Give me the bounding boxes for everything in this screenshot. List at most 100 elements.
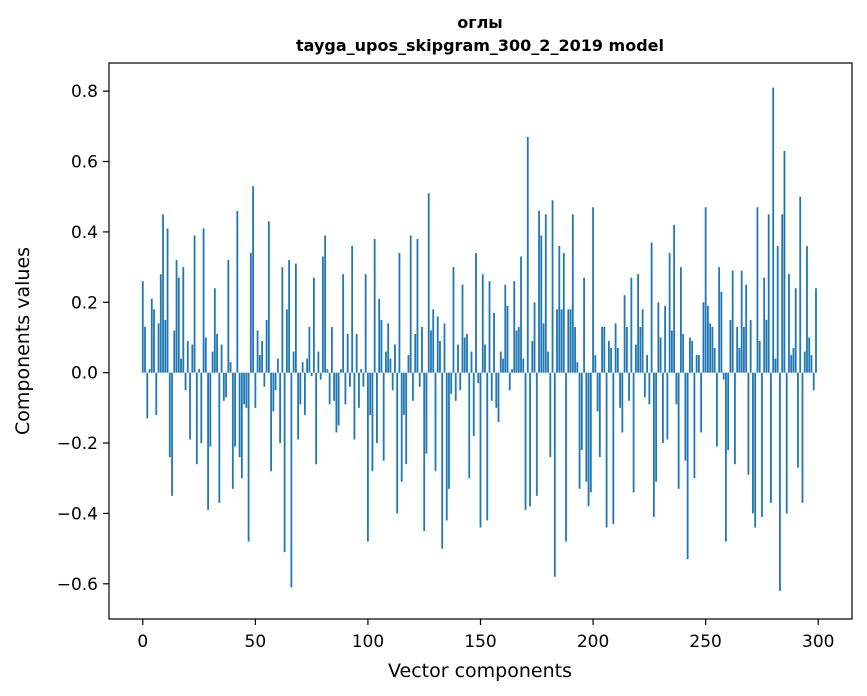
bar — [725, 372, 727, 542]
bar — [238, 372, 241, 458]
bar — [265, 319, 268, 373]
bar — [412, 372, 414, 401]
bar — [405, 372, 408, 465]
bar — [486, 372, 489, 521]
bar — [466, 333, 468, 373]
bar — [360, 369, 363, 373]
bar — [637, 274, 640, 373]
bar — [414, 333, 417, 373]
bar — [263, 372, 266, 387]
bar — [526, 136, 529, 373]
bar — [382, 372, 385, 461]
bar — [677, 372, 680, 489]
bar — [700, 372, 703, 433]
bar — [310, 372, 313, 377]
bar — [351, 245, 354, 373]
bar — [601, 326, 603, 373]
bar — [461, 284, 464, 373]
bar — [184, 372, 187, 391]
bar — [686, 372, 689, 560]
y-tick-label: −0.4 — [57, 504, 98, 524]
bar — [484, 344, 486, 373]
bar — [369, 372, 372, 415]
bar — [306, 358, 309, 373]
bar — [596, 372, 599, 412]
bars-group — [141, 87, 817, 591]
bar — [612, 372, 615, 524]
bar — [806, 245, 808, 373]
bar — [673, 224, 676, 373]
x-tick-label: 150 — [464, 632, 496, 652]
bar — [290, 372, 293, 588]
bar — [229, 362, 232, 373]
bar — [670, 330, 673, 373]
bar — [324, 235, 327, 373]
bar — [621, 372, 624, 433]
bar — [353, 372, 356, 440]
bar — [731, 270, 734, 373]
bar — [598, 372, 601, 458]
bar — [454, 372, 457, 401]
bar — [272, 372, 275, 412]
bar — [718, 267, 721, 373]
bar — [792, 348, 795, 373]
bar — [585, 372, 588, 482]
bar — [439, 341, 441, 373]
bar — [758, 341, 761, 373]
bar — [166, 228, 169, 373]
bar — [177, 277, 180, 373]
bar — [342, 274, 345, 373]
bar — [479, 372, 482, 528]
bar — [738, 348, 741, 373]
bar — [646, 355, 649, 373]
bar — [576, 362, 579, 373]
bar — [380, 319, 383, 373]
bar — [594, 355, 597, 373]
bar — [770, 372, 772, 503]
bar — [655, 372, 658, 482]
bar — [281, 267, 284, 373]
x-axis-ticks: 0 50 100 150 200 250 300 — [137, 619, 834, 652]
bar — [216, 333, 218, 373]
bar — [675, 372, 678, 405]
bar — [425, 372, 428, 454]
bar — [628, 372, 630, 401]
bar — [779, 372, 781, 591]
bar — [616, 348, 619, 373]
bar — [220, 344, 223, 373]
bar — [767, 214, 770, 373]
bar — [362, 372, 365, 387]
bar — [222, 372, 225, 401]
bar — [799, 196, 802, 373]
bar — [580, 372, 583, 451]
bar — [328, 372, 331, 405]
bar — [567, 309, 570, 373]
y-axis-label: Components values — [12, 247, 34, 435]
bar — [159, 274, 162, 373]
bar — [643, 372, 646, 398]
chart-title: оглы — [457, 13, 503, 32]
bar — [747, 372, 750, 475]
bar — [391, 372, 394, 391]
bar — [288, 260, 291, 373]
y-tick-label: −0.2 — [57, 434, 98, 454]
bar — [457, 344, 459, 373]
bar — [661, 372, 664, 444]
bar — [164, 319, 167, 373]
bar — [416, 238, 419, 373]
bar — [472, 372, 475, 437]
x-tick-label: 300 — [802, 632, 834, 652]
x-axis-label: Vector components — [388, 660, 572, 682]
bar — [387, 323, 390, 373]
bar — [153, 309, 155, 373]
bar — [752, 372, 754, 514]
bar — [303, 372, 306, 415]
bar — [299, 372, 302, 405]
bar — [571, 214, 574, 373]
bar — [657, 302, 660, 373]
bar — [261, 341, 263, 373]
bar — [367, 372, 369, 542]
bar — [168, 372, 171, 458]
chart-subtitle: tayga_upos_skipgram_300_2_2019 model — [296, 36, 664, 55]
bar — [394, 344, 396, 373]
